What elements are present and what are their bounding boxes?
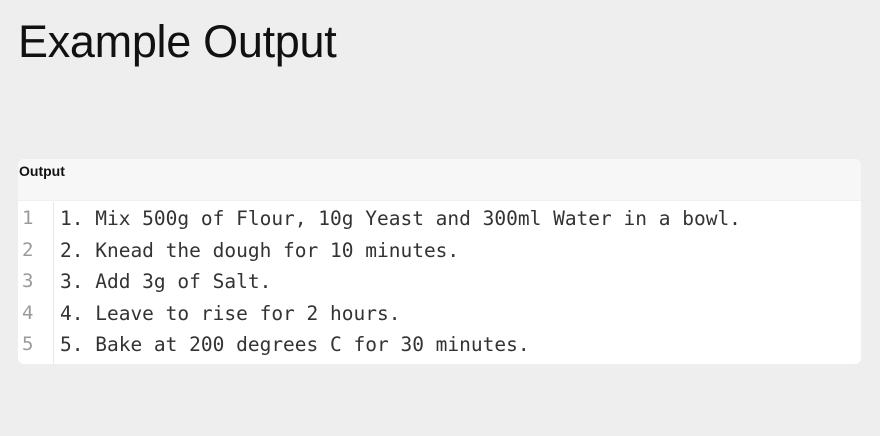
code-output[interactable]: 1 2 3 4 5 1. Mix 500g of Flour, 10g Yeas… [18,202,861,364]
code-line: 4. Leave to rise for 2 hours. [60,301,401,325]
line-number: 5 [22,333,34,355]
code-line: 3. Add 3g of Salt. [60,270,272,293]
line-number: 2 [22,238,34,261]
line-number: 3 [22,270,34,292]
line-number: 1 [22,207,34,229]
output-panel: 1 2 3 4 5 1. Mix 500g of Flour, 10g Yeas… [18,159,861,364]
line-number-gutter: 1 2 3 4 5 [18,202,54,364]
page-title: Example Output [18,16,337,67]
output-label: Output [19,163,65,179]
line-number: 4 [22,301,34,324]
code-line: 2. Knead the dough for 10 minutes. [60,238,460,262]
code-line: 5. Bake at 200 degrees C for 30 minutes. [60,333,530,356]
code-line: 1. Mix 500g of Flour, 10g Yeast and 300m… [60,207,741,230]
code-lines: 1. Mix 500g of Flour, 10g Yeast and 300m… [54,202,861,364]
output-header [18,159,861,201]
